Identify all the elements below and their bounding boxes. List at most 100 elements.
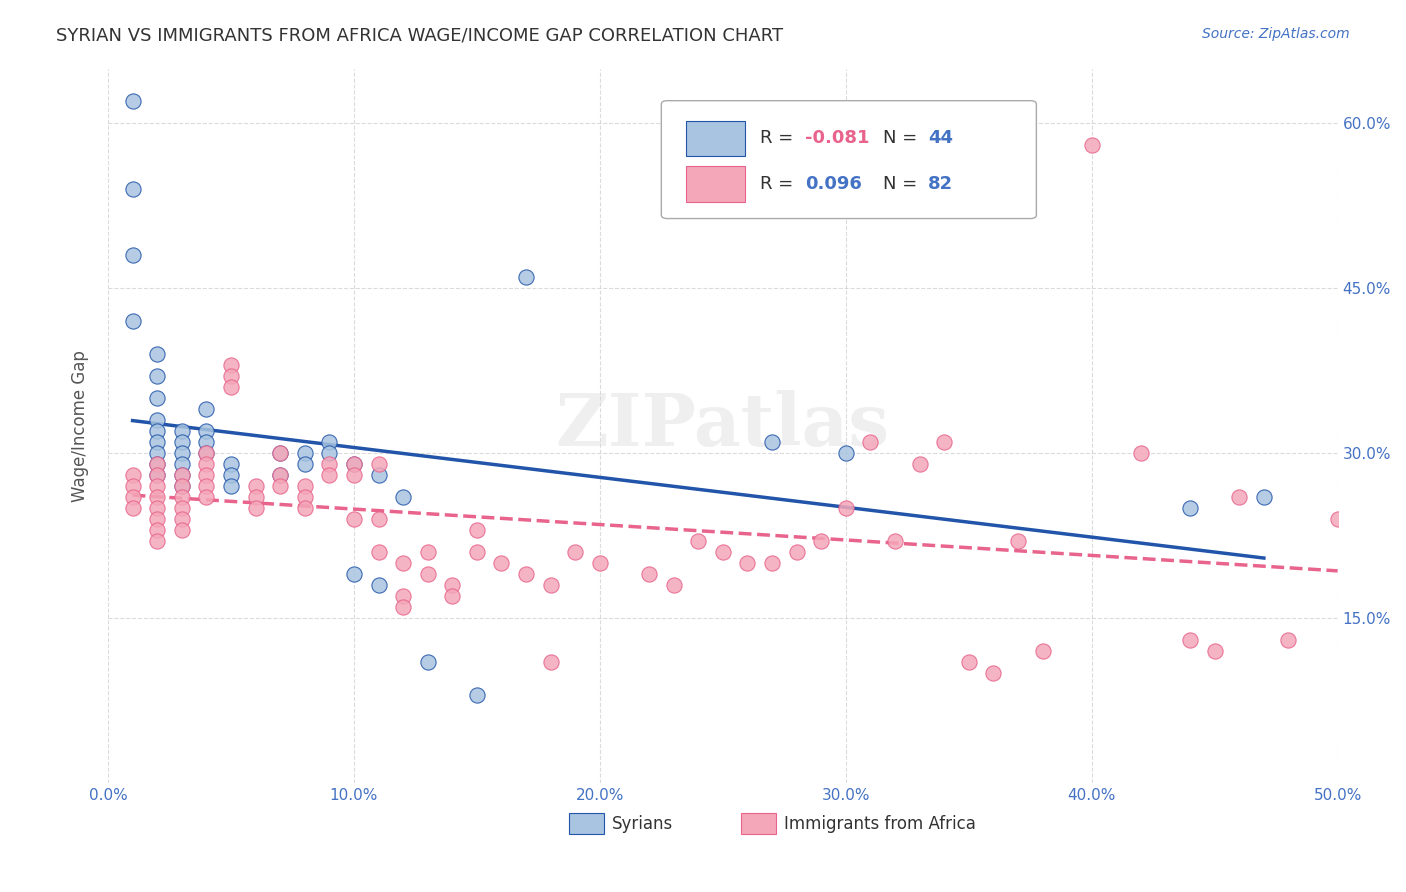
Point (121, 490, 143, 504)
Point (392, 490, 415, 504)
Point (195, 446, 218, 460)
Point (219, 380, 242, 394)
Point (884, 534, 907, 549)
Point (981, 666, 1004, 681)
Point (343, 468, 366, 483)
Point (219, 359, 242, 373)
Point (219, 479, 242, 493)
Text: N =: N = (883, 175, 922, 193)
Point (540, 578, 562, 592)
Text: N =: N = (883, 128, 922, 147)
Point (810, 534, 832, 549)
Point (146, 413, 169, 427)
Bar (686, 167, 745, 202)
Point (392, 600, 415, 615)
Point (146, 501, 169, 516)
Point (269, 446, 291, 460)
Point (121, 95, 143, 109)
Point (1326, 512, 1348, 526)
Point (170, 457, 193, 471)
Point (195, 446, 218, 460)
Point (589, 556, 612, 570)
Point (1129, 446, 1152, 460)
Point (219, 468, 242, 483)
Point (934, 435, 956, 450)
FancyBboxPatch shape (661, 101, 1036, 219)
Point (1080, 138, 1102, 153)
Text: Immigrants from Africa: Immigrants from Africa (785, 814, 976, 832)
Point (195, 457, 218, 471)
Point (343, 567, 366, 582)
Point (146, 468, 169, 483)
Text: 0.096: 0.096 (806, 175, 862, 193)
Point (269, 479, 291, 493)
Point (908, 457, 931, 471)
Point (146, 457, 169, 471)
Point (786, 545, 808, 559)
Point (957, 655, 980, 669)
Point (121, 501, 143, 516)
Point (343, 457, 366, 471)
Point (761, 556, 783, 570)
Point (170, 523, 193, 537)
Point (638, 567, 661, 582)
Point (540, 655, 562, 669)
Point (515, 270, 537, 285)
Point (219, 457, 242, 471)
Text: Source: ZipAtlas.com: Source: ZipAtlas.com (1202, 27, 1350, 41)
Point (662, 578, 685, 592)
Point (195, 490, 218, 504)
Point (146, 479, 169, 493)
Point (170, 446, 193, 460)
Point (170, 468, 193, 483)
Text: ZIPatlas: ZIPatlas (555, 390, 890, 461)
Point (711, 545, 734, 559)
Point (318, 457, 340, 471)
Point (1204, 644, 1226, 658)
Point (318, 435, 340, 450)
Point (1227, 490, 1250, 504)
Point (761, 435, 783, 450)
Point (367, 512, 389, 526)
Point (146, 457, 169, 471)
Point (564, 545, 586, 559)
Point (318, 468, 340, 483)
Text: R =: R = (759, 175, 799, 193)
Point (416, 655, 439, 669)
Point (416, 545, 439, 559)
Text: 82: 82 (928, 175, 953, 193)
Point (146, 424, 169, 438)
Point (146, 435, 169, 450)
Point (146, 391, 169, 405)
Point (146, 534, 169, 549)
Y-axis label: Wage/Income Gap: Wage/Income Gap (72, 350, 89, 501)
Text: -0.081: -0.081 (806, 128, 870, 147)
Point (491, 556, 513, 570)
Point (121, 468, 143, 483)
Point (146, 512, 169, 526)
Point (195, 479, 218, 493)
Point (835, 501, 858, 516)
Point (416, 567, 439, 582)
Point (170, 479, 193, 493)
Point (294, 479, 316, 493)
Point (367, 578, 389, 592)
Text: SYRIAN VS IMMIGRANTS FROM AFRICA WAGE/INCOME GAP CORRELATION CHART: SYRIAN VS IMMIGRANTS FROM AFRICA WAGE/IN… (56, 27, 783, 45)
Point (835, 446, 858, 460)
Point (170, 512, 193, 526)
Point (1178, 633, 1201, 648)
Point (441, 589, 464, 603)
Point (146, 446, 169, 460)
Point (269, 468, 291, 483)
Text: 44: 44 (928, 128, 953, 147)
Point (146, 369, 169, 384)
Point (343, 457, 366, 471)
Point (269, 446, 291, 460)
Point (515, 567, 537, 582)
Point (441, 578, 464, 592)
Point (1007, 534, 1029, 549)
Point (170, 501, 193, 516)
Point (688, 534, 710, 549)
Point (170, 490, 193, 504)
Point (269, 468, 291, 483)
